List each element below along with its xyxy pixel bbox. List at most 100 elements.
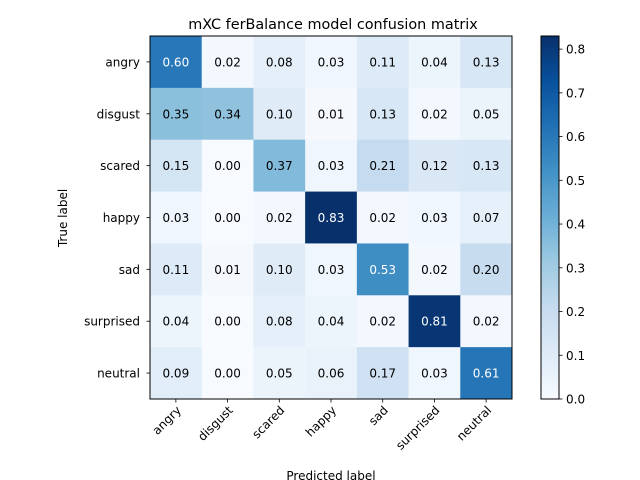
matrix-cell (201, 295, 254, 348)
cell-value-label: 0.05 (266, 367, 293, 381)
cell-value-label: 0.13 (369, 107, 396, 121)
x-tick-label: disgust (195, 403, 236, 444)
cell-value-label: 0.11 (369, 55, 396, 69)
cell-value-label: 0.04 (421, 55, 448, 69)
cell-value-label: 0.03 (318, 55, 345, 69)
matrix-cell (305, 36, 358, 89)
matrix-cell (408, 295, 461, 348)
cell-value-label: 0.04 (318, 315, 345, 329)
cell-value-label: 0.10 (266, 263, 293, 277)
y-tick-label: neutral (97, 367, 140, 381)
cell-value-label: 0.02 (369, 315, 396, 329)
colorbar-tick-label: 0.6 (566, 130, 585, 144)
cell-value-label: 0.00 (214, 159, 241, 173)
matrix-cell (356, 243, 409, 296)
cell-value-label: 0.03 (421, 211, 448, 225)
chart-title: mXC ferBalance model confusion matrix (188, 17, 478, 33)
matrix-cell (150, 36, 203, 89)
colorbar-tick-label: 0.3 (566, 261, 585, 275)
matrix-cell (460, 36, 513, 89)
cell-value-label: 0.83 (318, 211, 345, 225)
colorbar-ticks: 0.0 0.1 0.2 0.3 0.4 0.5 0.6 0.7 0.8 (559, 43, 585, 407)
y-tick-label: scared (100, 159, 140, 173)
matrix-cell (253, 347, 306, 400)
matrix-cell (356, 347, 409, 400)
matrix-cell (150, 347, 203, 400)
matrix-cell (460, 191, 513, 244)
colorbar-tick-label: 0.7 (566, 86, 585, 100)
matrix-cell (305, 87, 358, 141)
cell-value-label: 0.10 (266, 107, 293, 121)
colorbar-tick-label: 0.4 (566, 218, 585, 232)
cell-value-label: 0.01 (318, 107, 345, 121)
cell-value-label: 0.37 (266, 159, 293, 173)
matrix-cell (356, 191, 409, 244)
matrix-cell (201, 347, 254, 400)
matrix-cell (201, 191, 254, 244)
cell-value-label: 0.03 (421, 367, 448, 381)
matrix-cell (356, 295, 409, 348)
colorbar (540, 35, 560, 400)
cell-value-label: 0.09 (162, 367, 189, 381)
matrix-cell (253, 191, 306, 244)
matrix-cell (150, 295, 203, 348)
cell-value-label: 0.08 (266, 55, 293, 69)
cell-value-label: 0.03 (318, 263, 345, 277)
cell-value-label: 0.20 (473, 263, 500, 277)
matrix-cell (253, 87, 306, 141)
cell-value-label: 0.02 (421, 263, 448, 277)
colorbar-tick-label: 0.5 (566, 174, 585, 188)
cell-value-label: 0.04 (162, 315, 189, 329)
matrix-cell (356, 36, 409, 89)
matrix-cell (460, 295, 513, 348)
y-tick-label: happy (103, 211, 140, 225)
cell-value-label: 0.02 (421, 107, 448, 121)
colorbar-tick-label: 0.0 (566, 393, 585, 407)
matrix-cell (408, 243, 461, 296)
matrix-cell (253, 295, 306, 348)
cell-value-label: 0.34 (214, 107, 241, 121)
cell-value-label: 0.01 (214, 263, 241, 277)
matrix-cell (408, 87, 461, 141)
colorbar-tick-label: 0.8 (566, 43, 585, 57)
cell-value-label: 0.02 (266, 211, 293, 225)
cell-value-label: 0.15 (162, 159, 189, 173)
matrix-cell (150, 243, 203, 296)
matrix-cell (201, 87, 254, 141)
cell-value-label: 0.06 (318, 367, 345, 381)
y-axis-label: True label (56, 189, 70, 248)
matrix-cell (460, 347, 513, 400)
matrix-cell (356, 87, 409, 141)
cell-value-label: 0.12 (421, 159, 448, 173)
x-tick-label: angry (150, 403, 184, 437)
matrix-cell (408, 191, 461, 244)
matrix-cell (253, 36, 306, 89)
matrix-cell (460, 243, 513, 296)
matrix-cell (253, 243, 306, 296)
cell-value-label: 0.07 (473, 211, 500, 225)
matrix-cell (150, 87, 203, 141)
cell-value-label: 0.60 (162, 55, 189, 69)
matrix-cell (408, 36, 461, 89)
x-tick-label: happy (303, 403, 339, 439)
matrix-cell (408, 139, 461, 192)
matrix-cell (460, 139, 513, 192)
cell-value-label: 0.53 (369, 263, 396, 277)
matrix-cell (408, 347, 461, 400)
cell-value-label: 0.00 (214, 211, 241, 225)
y-tick-label: disgust (97, 107, 141, 121)
cell-value-label: 0.03 (162, 211, 189, 225)
matrix-cell (460, 87, 513, 141)
matrix-cell (201, 36, 254, 89)
cell-value-label: 0.17 (369, 367, 396, 381)
matrix-cell (305, 243, 358, 296)
cell-value-label: 0.35 (162, 107, 189, 121)
matrix-cell (201, 243, 254, 296)
matrix-cell (305, 295, 358, 348)
cell-value-label: 0.21 (369, 159, 396, 173)
cell-value-label: 0.00 (214, 367, 241, 381)
y-axis-ticks: angry disgust scared happy sad surprised neutr… (84, 55, 150, 381)
cell-value-label: 0.03 (318, 159, 345, 173)
x-tick-label: surprised (393, 403, 442, 452)
